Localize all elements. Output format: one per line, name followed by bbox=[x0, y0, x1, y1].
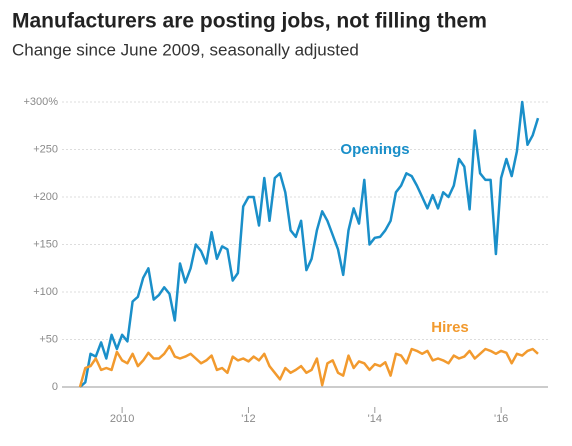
chart-title: Manufacturers are posting jobs, not fill… bbox=[12, 10, 487, 33]
y-tick-label: +300% bbox=[23, 96, 58, 108]
chart-subtitle: Change since June 2009, seasonally adjus… bbox=[12, 40, 359, 59]
series-label: Openings bbox=[340, 141, 409, 158]
x-tick-label: '12 bbox=[241, 413, 255, 425]
y-tick-label: +200 bbox=[33, 191, 58, 203]
y-tick-label: +50 bbox=[39, 333, 58, 345]
y-tick-label: +250 bbox=[33, 143, 58, 155]
x-tick-label: '14 bbox=[368, 413, 382, 425]
x-tick-label: '16 bbox=[494, 413, 508, 425]
series-label: Hires bbox=[431, 319, 469, 336]
x-tick-label: 2010 bbox=[110, 413, 134, 425]
y-tick-label: +100 bbox=[33, 286, 58, 298]
series-line bbox=[79, 100, 540, 388]
y-tick-label: +150 bbox=[33, 238, 58, 250]
y-tick-label: 0 bbox=[52, 381, 58, 393]
series-line bbox=[78, 344, 539, 388]
